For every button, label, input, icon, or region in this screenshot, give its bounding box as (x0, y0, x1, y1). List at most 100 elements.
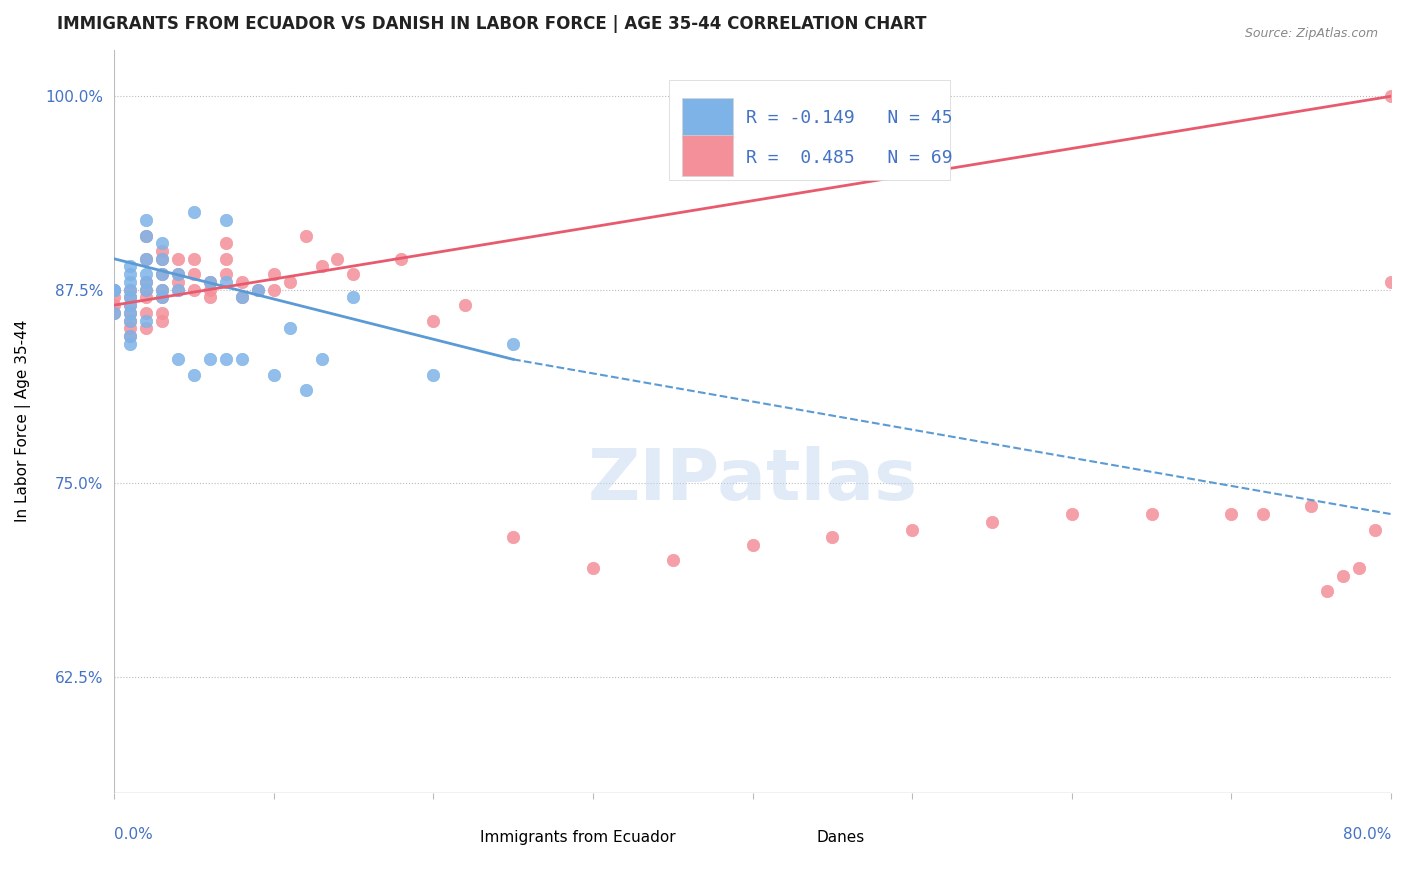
Point (389, 252, 412, 266)
Point (118, 260, 141, 274)
Point (166, 275, 188, 289)
Point (278, 321, 301, 335)
Point (135, 290, 157, 304)
Point (1060, 507, 1083, 521)
Point (263, 368, 285, 382)
Point (183, 252, 205, 266)
Point (166, 283, 188, 297)
Point (166, 267, 188, 281)
Point (166, 283, 188, 297)
Text: IMMIGRANTS FROM ECUADOR VS DANISH IN LABOR FORCE | AGE 35-44 CORRELATION CHART: IMMIGRANTS FROM ECUADOR VS DANISH IN LAB… (56, 15, 927, 33)
Point (135, 313, 157, 327)
Point (150, 306, 173, 320)
Point (150, 267, 173, 281)
Point (150, 283, 173, 297)
Point (215, 213, 238, 227)
Point (103, 298, 125, 312)
Point (150, 244, 173, 258)
Point (135, 275, 157, 289)
Point (198, 290, 221, 304)
Point (231, 352, 253, 367)
Point (135, 252, 157, 266)
Point (1140, 507, 1163, 521)
Point (246, 283, 269, 297)
Point (118, 329, 141, 343)
Point (135, 228, 157, 243)
Point (118, 306, 141, 320)
Point (135, 228, 157, 243)
Point (118, 298, 141, 312)
Point (1253, 507, 1275, 521)
Point (150, 290, 173, 304)
Point (311, 260, 333, 274)
Y-axis label: In Labor Force | Age 35-44: In Labor Force | Age 35-44 (15, 320, 31, 523)
Point (135, 252, 157, 266)
Point (118, 313, 141, 327)
Point (183, 205, 205, 219)
Point (502, 336, 524, 351)
Point (150, 290, 173, 304)
Point (454, 298, 477, 312)
Point (231, 290, 253, 304)
Point (103, 290, 125, 304)
Text: R = -0.149   N = 45: R = -0.149 N = 45 (747, 109, 953, 128)
Point (215, 267, 238, 281)
Point (263, 283, 285, 297)
Point (502, 530, 524, 544)
FancyBboxPatch shape (669, 79, 950, 180)
Point (582, 561, 605, 575)
Point (294, 228, 316, 243)
Point (135, 306, 157, 320)
Point (118, 298, 141, 312)
Point (103, 306, 125, 320)
Point (1220, 507, 1243, 521)
Point (1379, 275, 1402, 289)
Point (166, 252, 188, 266)
Point (1379, 89, 1402, 103)
Point (1331, 569, 1354, 583)
Point (150, 252, 173, 266)
Point (215, 252, 238, 266)
Point (342, 267, 364, 281)
Point (118, 283, 141, 297)
Point (118, 336, 141, 351)
Point (118, 267, 141, 281)
Point (135, 267, 157, 281)
Text: 80.0%: 80.0% (1343, 827, 1391, 842)
Point (118, 306, 141, 320)
Point (118, 275, 141, 289)
Point (422, 313, 444, 327)
FancyBboxPatch shape (682, 136, 734, 176)
Point (215, 236, 238, 251)
Point (231, 290, 253, 304)
Text: Source: ZipAtlas.com: Source: ZipAtlas.com (1244, 27, 1378, 40)
Point (246, 283, 269, 297)
Point (741, 538, 763, 552)
Point (150, 313, 173, 327)
Point (198, 275, 221, 289)
Point (901, 523, 924, 537)
Point (135, 283, 157, 297)
Point (135, 275, 157, 289)
Point (1364, 523, 1386, 537)
Point (342, 290, 364, 304)
Point (135, 213, 157, 227)
Text: R =  0.485   N = 69: R = 0.485 N = 69 (747, 149, 953, 167)
Point (821, 530, 844, 544)
Point (198, 283, 221, 297)
Point (150, 267, 173, 281)
Point (661, 553, 683, 567)
Point (1348, 561, 1371, 575)
Point (103, 283, 125, 297)
Point (103, 306, 125, 320)
Point (278, 275, 301, 289)
Point (422, 368, 444, 382)
Point (118, 329, 141, 343)
FancyBboxPatch shape (631, 830, 664, 852)
Point (263, 267, 285, 281)
Point (103, 283, 125, 297)
Point (198, 352, 221, 367)
Text: Danes: Danes (817, 830, 865, 845)
Point (150, 283, 173, 297)
Point (150, 252, 173, 266)
